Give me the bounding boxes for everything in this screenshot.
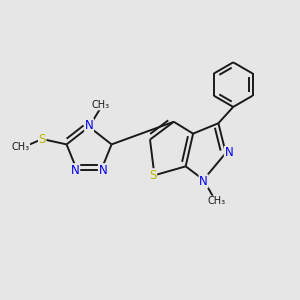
Text: S: S <box>38 133 46 146</box>
Text: CH₃: CH₃ <box>91 100 110 110</box>
Text: N: N <box>85 119 93 132</box>
Text: N: N <box>224 146 233 160</box>
Text: N: N <box>98 164 107 177</box>
Text: CH₃: CH₃ <box>208 196 226 206</box>
Text: S: S <box>149 169 157 182</box>
Text: CH₃: CH₃ <box>11 142 30 152</box>
Text: N: N <box>71 164 80 177</box>
Text: N: N <box>199 175 208 188</box>
